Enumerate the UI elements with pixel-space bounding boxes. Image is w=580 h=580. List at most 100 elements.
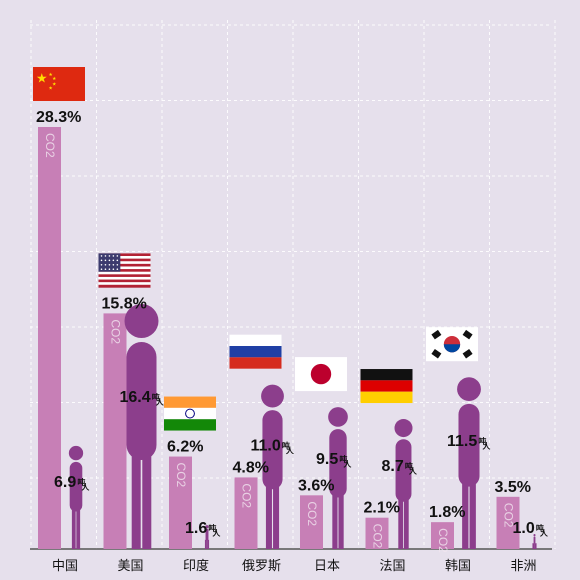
share-bar [496,496,520,549]
co2-bar-label: CO2 [174,463,188,488]
per-capita-value: 1.0 [513,520,535,537]
china-flag: ★ ★★★★ [33,67,85,101]
person-leg [207,539,210,549]
person-leg [265,485,272,549]
per-capita-unit-sub: 人 [212,528,221,538]
co2-bar-label: CO2 [43,133,57,158]
chart-marks [38,127,537,549]
share-bar [365,517,389,549]
person-leg [403,498,409,549]
category-label: 中国 [52,559,78,574]
person-head [68,445,84,461]
per-capita-unit: 吨 [478,436,486,446]
per-capita-unit: 吨 [152,392,160,402]
svg-text:★: ★ [49,86,53,92]
per-capita-value: 9.5 [316,451,338,468]
share-value: 3.6% [298,477,334,494]
co2-bar-label: CO2 [502,503,516,528]
per-capita-value: 11.0 [251,437,281,454]
share-value: 6.2% [167,439,203,456]
country-flags: ★ ★★★★ [33,67,478,431]
per-capita-unit-sub: 人 [482,441,491,451]
person-leg [398,498,404,549]
category-label: 印度 [183,558,209,574]
svg-text:★: ★ [36,70,48,85]
per-capita-value: 6.9 [54,474,76,491]
person-figure [261,384,284,549]
person-body [329,429,347,498]
per-capita-value: 8.7 [382,458,404,475]
per-capita-value: 11.5 [447,433,477,450]
per-capita-unit-sub: 人 [540,528,549,538]
share-value: 4.8% [233,459,269,476]
person-leg [204,539,207,549]
share-bar [38,127,61,549]
per-capita-unit: 吨 [536,523,544,533]
per-capita-unit: 吨 [282,440,290,450]
category-label: 韩国 [445,559,471,574]
person-leg [534,543,537,549]
per-capita-unit-sub: 人 [81,482,90,492]
per-capita-unit-sub: 人 [156,397,165,407]
person-figure [204,525,210,549]
person-body [69,461,83,512]
person-head [261,384,284,408]
person-leg [273,485,280,549]
per-capita-value: 16.4 [120,389,151,406]
category-label: 日本 [314,559,340,574]
person-body [205,528,209,541]
person-body [458,403,480,487]
per-capita-unit-sub: 人 [343,459,352,469]
share-bar [103,313,127,549]
germany-flag [360,369,413,404]
share-value: 3.5% [495,479,531,496]
korea-flag [426,327,478,362]
person-figure [68,445,84,549]
co2-bar-label: CO2 [240,483,254,508]
co2-bar-label: CO2 [371,524,385,549]
person-leg [338,493,344,549]
category-label: 美国 [117,559,143,574]
person-body [533,536,536,544]
person-body [126,342,157,460]
person-head [205,525,209,529]
person-leg [76,509,81,549]
person-head [394,419,413,438]
person-head [533,534,536,537]
share-bar [300,495,323,549]
person-head [457,377,481,402]
category-label: 俄罗斯 [242,559,281,574]
person-figure [124,304,159,549]
person-figure [457,377,481,549]
person-head [124,304,159,338]
russia-flag [229,334,282,369]
japan-flag [295,357,347,392]
per-capita-unit-sub: 人 [286,445,295,455]
per-capita-unit-sub: 人 [409,466,418,476]
share-value: 2.1% [364,500,400,517]
person-leg [532,543,535,549]
share-bar [169,456,192,549]
share-value: 15.8% [102,295,147,312]
co2-bar-label: CO2 [109,319,123,344]
person-head [328,407,348,427]
person-body [262,410,283,490]
svg-text:★: ★ [49,72,53,78]
share-bar [431,522,454,549]
co2-bar-label: CO2 [436,528,450,553]
svg-text:★: ★ [52,76,56,82]
person-leg [462,482,469,549]
person-body [395,439,412,502]
person-leg [469,482,476,549]
share-value: 1.8% [429,504,465,521]
share-bar [234,477,258,549]
person-figure [532,534,537,549]
person-leg [71,509,76,549]
person-figure [328,407,348,549]
per-capita-value: 1.6 [185,520,207,537]
per-capita-unit: 吨 [339,454,347,464]
svg-text:★: ★ [52,82,56,88]
person-leg [332,493,338,549]
